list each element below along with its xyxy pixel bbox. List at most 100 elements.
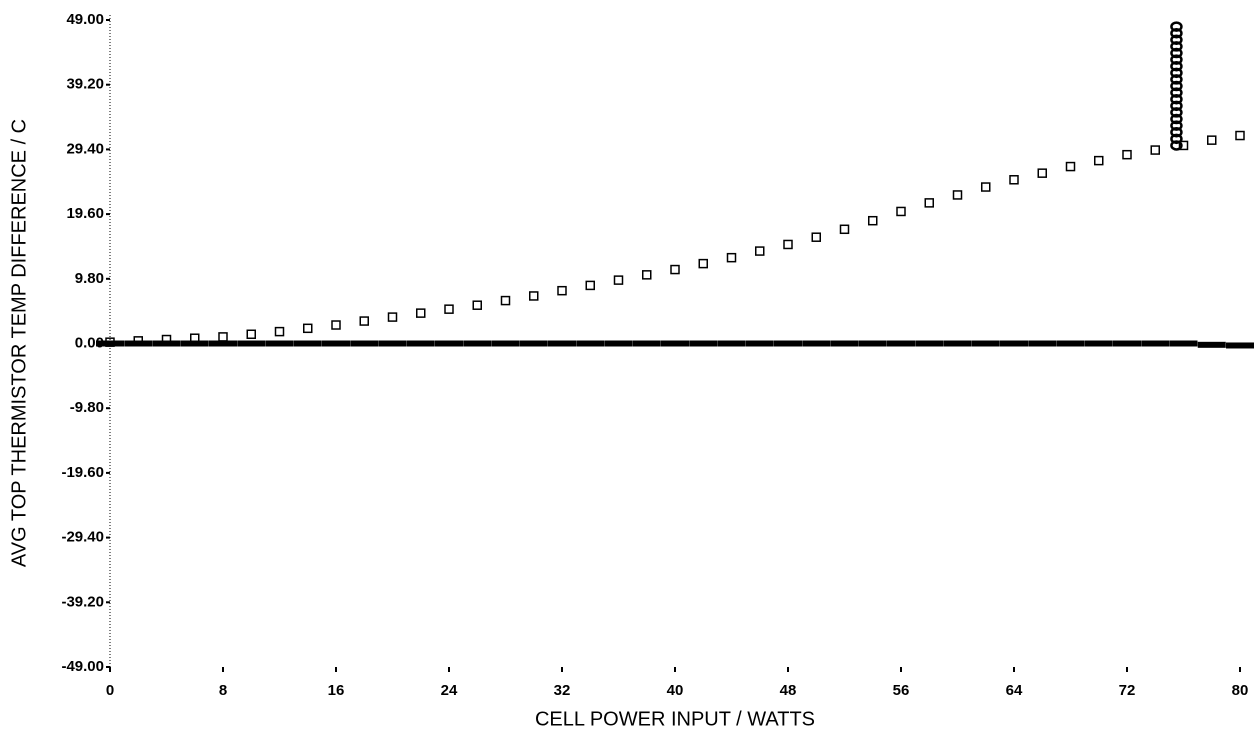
dot-marker [1197,341,1226,348]
x-tick-label: 64 [1006,682,1023,699]
dot-marker [548,340,576,347]
dot-marker [971,340,1000,347]
square-marker [472,300,482,310]
dot-marker [1113,340,1141,347]
y-tick-label: -29.40 [61,529,104,546]
dot-marker [689,340,718,347]
x-tick-label: 24 [441,682,458,699]
square-marker [274,326,285,337]
square-marker [924,198,934,208]
circle-marker [1170,34,1183,46]
circle-marker [1170,21,1183,32]
circle-marker [1170,54,1183,65]
dot-marker [802,340,831,347]
y-tick-label: 0.00 [75,334,104,351]
dot-marker [774,340,802,347]
square-marker [896,206,906,217]
dot-marker [1226,342,1254,349]
square-marker [303,323,313,334]
square-marker [529,291,539,301]
circle-marker [1170,41,1183,52]
x-tick-label: 32 [554,682,571,699]
dot-marker [943,340,972,347]
square-marker [1122,149,1132,160]
y-tick-label: 19.60 [66,205,104,222]
dot-marker [887,340,915,347]
square-marker [1094,155,1104,166]
dot-marker [1000,340,1028,347]
square-marker [500,295,511,306]
circle-marker [1170,60,1183,72]
square-marker [981,182,991,192]
dot-marker [1056,340,1085,347]
dot-marker [717,340,746,347]
circle-marker [1170,93,1183,105]
square-marker [726,252,737,263]
square-marker [585,280,595,291]
y-axis-title: AVG TOP THERMISTOR TEMP DIFFERENCE / C [8,119,30,567]
x-tick-label: 72 [1119,682,1136,699]
dot-marker [1084,340,1113,347]
square-marker [783,239,793,250]
dot-marker [491,340,520,347]
y-tick-label: -9.80 [70,399,104,416]
square-marker [1150,145,1160,155]
square-marker [387,312,398,322]
circle-marker [1170,74,1183,85]
square-marker [642,270,652,280]
circle-marker [1170,27,1183,39]
dot-marker [96,340,124,347]
dot-marker [265,340,294,347]
square-marker [952,190,963,200]
dot-marker [745,340,774,347]
x-tick-label: 80 [1232,682,1249,699]
square-marker [557,285,567,296]
square-marker [698,258,708,269]
square-marker [839,224,850,235]
dot-marker [1141,340,1170,347]
dot-marker [293,340,322,347]
dot-marker [1169,340,1198,347]
y-tick-label: 29.40 [66,140,104,157]
circle-marker [1170,140,1183,151]
x-tick-label: 48 [780,682,797,699]
circle-marker [1170,126,1183,138]
dot-marker [124,340,153,347]
circle-marker [1170,133,1183,145]
x-tick-label: 0 [106,682,114,699]
square-marker [868,215,878,226]
dot-marker [350,340,379,347]
dot-marker [406,340,435,347]
circle-marker [1170,67,1183,79]
dot-marker [858,340,887,347]
square-marker [1207,135,1217,145]
square-marker [416,308,426,318]
square-marker [1065,161,1076,172]
x-tick-label: 40 [667,682,684,699]
y-tick-label: 39.20 [66,76,104,93]
dot-marker [237,340,266,347]
dot-marker [322,340,350,347]
circle-marker [1170,113,1183,125]
dot-marker [378,340,407,347]
y-tick-label: 9.80 [75,270,104,287]
circle-marker [1170,100,1183,112]
square-marker [246,329,256,340]
dot-marker [209,340,237,347]
square-marker [811,232,821,242]
dot-marker [604,340,633,347]
square-marker [613,275,624,285]
dot-marker [632,340,661,347]
dot-marker [435,340,463,347]
dot-marker [1028,340,1057,347]
y-tick-label: -19.60 [61,464,104,481]
x-tick-label: 16 [328,682,345,699]
x-axis-title: CELL POWER INPUT / WATTS [535,708,815,730]
square-marker [359,316,369,326]
dot-marker [463,340,492,347]
dot-marker [830,340,859,347]
x-tick-label: 8 [219,682,227,699]
dot-marker [180,340,209,347]
